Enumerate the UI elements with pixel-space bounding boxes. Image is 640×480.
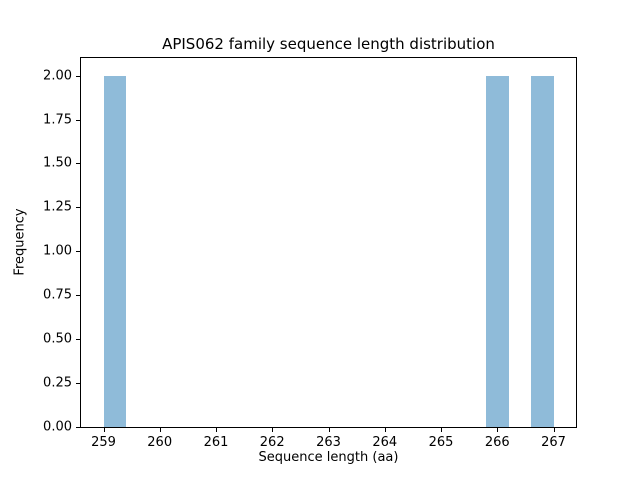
x-tick-mark: [497, 428, 499, 432]
y-tick-mark: [76, 251, 80, 253]
x-tick-label: 260: [147, 435, 173, 450]
y-tick-label: 2.00: [43, 68, 72, 84]
x-tick-mark: [216, 428, 217, 432]
y-tick-label: 1.00: [43, 243, 72, 259]
x-tick-label: 262: [259, 435, 285, 450]
bars-container: [81, 58, 576, 427]
y-tick-label: 0.75: [43, 287, 72, 303]
y-axis-label: Frequency: [12, 208, 28, 276]
x-tick-mark: [159, 428, 161, 432]
y-tick-mark: [76, 427, 80, 428]
y-tick-label: 0.25: [43, 375, 72, 391]
x-tick-label: 261: [203, 435, 229, 450]
y-tick-label: 1.50: [43, 155, 72, 171]
histogram-bar: [486, 75, 509, 427]
x-tick-mark: [384, 428, 386, 432]
x-tick-mark: [103, 428, 105, 432]
y-tick-label: 1.75: [43, 112, 72, 127]
y-tick-mark: [76, 119, 80, 121]
x-tick-mark: [441, 428, 442, 432]
y-tick-label: 0.50: [43, 331, 72, 347]
y-tick-mark: [76, 163, 80, 165]
x-tick-mark: [328, 428, 330, 432]
histogram-bar: [531, 75, 554, 427]
plot-area: [80, 57, 577, 428]
y-tick-label: 1.25: [43, 199, 72, 215]
x-axis-label: Sequence length (aa): [258, 450, 399, 465]
histogram-bar: [103, 75, 126, 427]
x-tick-label: 259: [91, 435, 116, 450]
x-tick-label: 265: [428, 435, 454, 450]
y-tick-mark: [76, 339, 80, 341]
chart-title: APIS062 family sequence length distribut…: [162, 35, 495, 53]
x-tick-label: 263: [316, 435, 341, 450]
x-tick-label: 267: [541, 435, 566, 450]
y-tick-mark: [76, 75, 80, 77]
y-tick-mark: [76, 383, 80, 385]
y-tick-label: 0.00: [43, 419, 72, 435]
y-tick-mark: [76, 207, 80, 209]
x-tick-mark: [553, 428, 555, 432]
x-tick-label: 264: [372, 435, 398, 450]
x-tick-mark: [272, 428, 274, 432]
y-tick-mark: [76, 295, 80, 297]
x-tick-label: 266: [484, 435, 510, 450]
